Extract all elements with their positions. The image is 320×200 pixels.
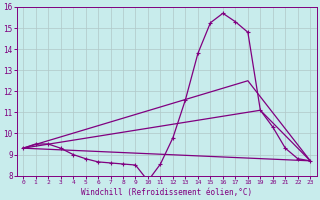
X-axis label: Windchill (Refroidissement éolien,°C): Windchill (Refroidissement éolien,°C) <box>81 188 252 197</box>
